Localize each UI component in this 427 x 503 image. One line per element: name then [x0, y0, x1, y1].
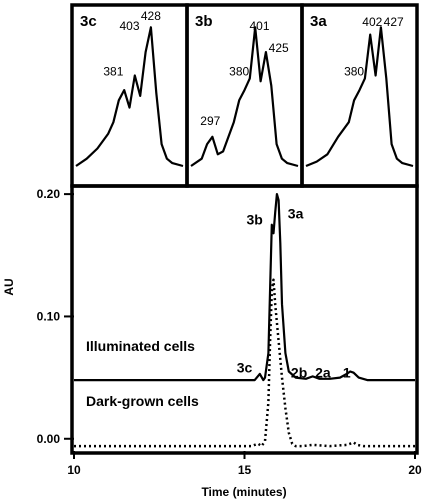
- inset-peak-label: 297: [200, 114, 220, 128]
- inset-label-3b: 3b: [195, 13, 213, 30]
- y-tick-label: 0.20: [37, 187, 61, 201]
- inset-spectrum-line: [305, 26, 414, 168]
- chromatogram-frame: [70, 184, 419, 455]
- chromatogram-peak-label: 3b: [247, 212, 263, 228]
- inset-peak-label: 402: [362, 15, 382, 29]
- x-tick-label: 15: [238, 463, 252, 477]
- chromatogram-panel: AU Time (minutes) 10 15 200.000.100.20 3b 3…: [2, 184, 422, 499]
- inset-peak-label: 425: [269, 41, 289, 55]
- y-axis-label: AU: [2, 278, 16, 295]
- inset-frame-3b: [185, 3, 304, 188]
- chromatogram-traces: [74, 193, 415, 448]
- x-axis-label: Time (minutes): [201, 485, 286, 499]
- inset-spectrum-line: [75, 26, 184, 168]
- axis-ticks: 10 15 20 0.00 0.10 0.20: [37, 187, 422, 477]
- chromatogram-peak-label: 2a: [315, 365, 331, 381]
- inset-peak-label: 403: [119, 19, 139, 33]
- peak-labels: 3b 3a 3c 2b 2a 1: [237, 206, 351, 381]
- series-label-dark-grown: Dark-grown cells: [86, 393, 199, 409]
- x-tick-label: 10: [67, 463, 81, 477]
- inset-spectrum-line: [190, 26, 299, 168]
- inset-label-3c: 3c: [80, 13, 97, 30]
- dark-grown-trace: [74, 278, 415, 448]
- inset-peak-label: 380: [344, 65, 364, 79]
- inset-peak-label: 401: [249, 19, 269, 33]
- chromatogram-peak-label: 3c: [237, 360, 253, 376]
- chromatogram-peak-label: 3a: [288, 206, 304, 222]
- y-tick-label: 0.00: [37, 432, 61, 446]
- x-tick-label: 20: [408, 463, 422, 477]
- inset-peak-label: 427: [384, 15, 404, 29]
- inset-peak-label: 428: [141, 9, 161, 23]
- chromatogram-peak-label: 1: [343, 365, 351, 381]
- inset-label-3a: 3a: [310, 13, 327, 30]
- inset-peak-label: 380: [229, 65, 249, 79]
- inset-peak-label: 381: [103, 65, 123, 79]
- inset-plot-3a: 380 402 427: [305, 15, 414, 168]
- chromatogram-peak-label: 2b: [291, 365, 307, 381]
- illuminated-trace: [74, 193, 415, 382]
- series-label-illuminated: Illuminated cells: [86, 338, 195, 354]
- y-tick-label: 0.10: [37, 309, 61, 323]
